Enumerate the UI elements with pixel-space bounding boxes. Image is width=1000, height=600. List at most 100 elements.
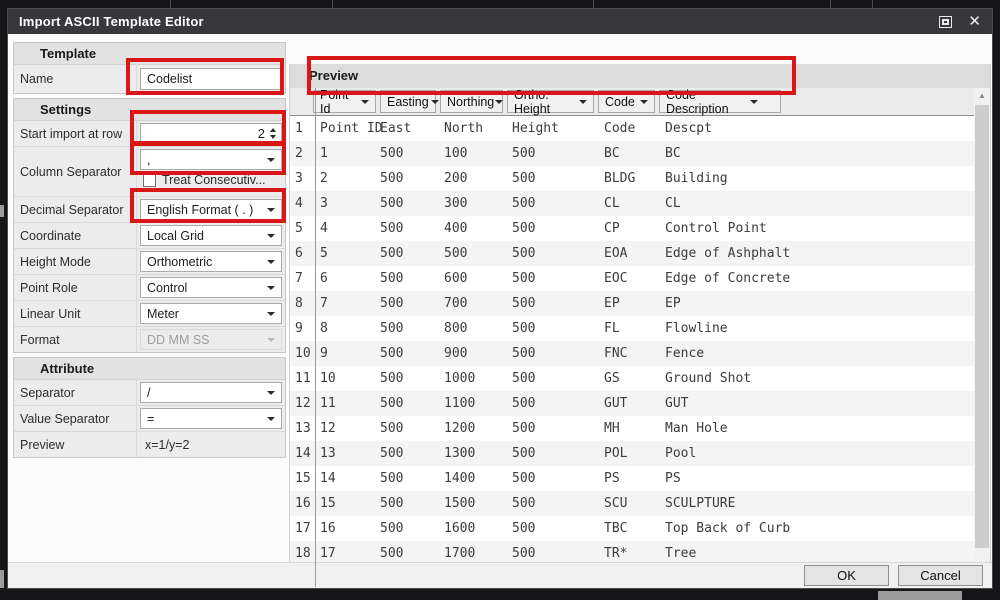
attribute-separator-label: Separator xyxy=(14,380,137,405)
cell-ortho-height: Height xyxy=(512,121,559,136)
dropdown-arrow-icon xyxy=(267,234,275,238)
cell-ortho-height: 500 xyxy=(512,396,536,411)
cell-code: EOA xyxy=(604,246,628,261)
cell-code: EP xyxy=(604,296,620,311)
cell-ortho-height: 500 xyxy=(512,321,536,336)
start-import-value: 2 xyxy=(257,126,265,141)
left-settings-panel: Template Name Settings Start import at r… xyxy=(13,42,286,462)
cell-code: CL xyxy=(604,196,620,211)
cell-point-id: Point ID xyxy=(320,121,383,136)
preview-table-row: 13 12 500 1200 500 MH Man Hole xyxy=(290,416,975,441)
format-label: Format xyxy=(14,327,137,352)
cell-code: TR* xyxy=(604,546,628,561)
cell-easting: 500 xyxy=(380,396,404,411)
row-number: 16 xyxy=(295,496,311,511)
dialog-titlebar[interactable]: Import ASCII Template Editor ✕ xyxy=(8,9,992,34)
column-label: Code Description xyxy=(666,87,729,116)
value-separator-dropdown[interactable]: = xyxy=(140,408,282,429)
treat-consecutive-checkbox[interactable] xyxy=(143,173,156,187)
template-name-input[interactable] xyxy=(140,68,282,90)
spinner-down-icon[interactable] xyxy=(270,135,276,139)
cell-easting: 500 xyxy=(380,371,404,386)
column-dropdown-code-description[interactable]: Code Description xyxy=(659,87,781,116)
column-dropdown-ortho-height[interactable]: Ortho. Height xyxy=(507,88,594,116)
start-import-label: Start import at row xyxy=(14,121,137,146)
cell-code: BC xyxy=(604,146,620,161)
cell-ortho-height: 500 xyxy=(512,271,536,286)
cell-point-id: 4 xyxy=(320,221,328,236)
cell-ortho-height: 500 xyxy=(512,371,536,386)
cell-northing: 1500 xyxy=(444,496,476,511)
cell-code: SCU xyxy=(604,496,628,511)
format-row: Format DD MM SS xyxy=(14,327,285,352)
attribute-separator-dropdown[interactable]: / xyxy=(140,382,282,403)
cell-ortho-height: 500 xyxy=(512,471,536,486)
cell-ortho-height: 500 xyxy=(512,221,536,236)
point-role-value: Control xyxy=(147,280,188,295)
attribute-separator-value: / xyxy=(147,385,151,400)
dropdown-arrow-icon xyxy=(267,260,275,264)
cell-easting: 500 xyxy=(380,221,404,236)
point-role-dropdown[interactable]: Control xyxy=(140,277,282,298)
start-import-row: Start import at row 2 xyxy=(14,121,285,147)
treat-consecutive-label: Treat Consecutiv... xyxy=(162,173,266,187)
linear-unit-dropdown[interactable]: Meter xyxy=(140,303,282,324)
cancel-button[interactable]: Cancel xyxy=(898,565,983,586)
dialog-body: Template Name Settings Start import at r… xyxy=(8,34,992,588)
cell-northing: North xyxy=(444,121,484,136)
column-dropdown-northing[interactable]: Northing xyxy=(440,90,504,113)
cell-code-description: Edge of Concrete xyxy=(665,271,791,286)
value-separator-row: Value Separator = xyxy=(14,406,285,432)
dropdown-arrow-icon xyxy=(430,99,439,104)
cell-ortho-height: 500 xyxy=(512,246,536,261)
close-icon[interactable]: ✕ xyxy=(968,12,981,30)
point-role-row: Point Role Control xyxy=(14,275,285,301)
cell-point-id: 8 xyxy=(320,321,328,336)
row-number: 10 xyxy=(295,346,311,361)
dropdown-arrow-icon xyxy=(267,208,275,212)
cell-code-description: BC xyxy=(665,146,681,161)
cell-northing: 100 xyxy=(444,146,468,161)
value-separator-value: = xyxy=(147,411,155,426)
preview-panel-header: Preview xyxy=(290,64,990,88)
cell-point-id: 7 xyxy=(320,296,328,311)
decimal-separator-dropdown[interactable]: English Format ( . ) xyxy=(140,199,282,220)
cell-northing: 1000 xyxy=(444,371,476,386)
cell-northing: 1200 xyxy=(444,421,476,436)
scrollbar-thumb[interactable] xyxy=(975,105,989,548)
attribute-preview-value: x=1/y=2 xyxy=(145,437,190,452)
column-dropdown-code[interactable]: Code xyxy=(598,90,655,113)
column-dropdown-point-id[interactable]: Point Id xyxy=(313,88,376,116)
cell-code: TBC xyxy=(604,521,628,536)
ok-button[interactable]: OK xyxy=(804,565,889,586)
column-dropdown-easting[interactable]: Easting xyxy=(380,90,439,113)
scroll-up-icon[interactable]: ▲ xyxy=(978,91,986,100)
template-group-header: Template xyxy=(14,43,285,65)
height-mode-dropdown[interactable]: Orthometric xyxy=(140,251,282,272)
decimal-separator-value: English Format ( . ) xyxy=(147,202,254,217)
vertical-scrollbar[interactable]: ▲ ▼ xyxy=(974,88,990,587)
background-app-divider xyxy=(872,0,873,8)
row-number: 12 xyxy=(295,396,311,411)
row-number: 5 xyxy=(295,221,303,236)
preview-table-body: 1 Point ID East North Height Code Descpt… xyxy=(290,116,975,587)
import-ascii-template-editor-dialog: Import ASCII Template Editor ✕ Template … xyxy=(7,8,993,589)
start-import-spinner[interactable]: 2 xyxy=(140,123,282,144)
attribute-separator-row: Separator / xyxy=(14,380,285,406)
cell-code-description: CL xyxy=(665,196,681,211)
format-value: DD MM SS xyxy=(147,332,210,347)
spinner-up-icon[interactable] xyxy=(270,128,276,132)
background-app-divider xyxy=(332,0,333,8)
restore-icon[interactable] xyxy=(939,15,953,28)
cell-point-id: 6 xyxy=(320,271,328,286)
background-app-divider xyxy=(830,0,831,8)
linear-unit-row: Linear Unit Meter xyxy=(14,301,285,327)
row-number-divider xyxy=(315,88,316,587)
preview-table-row: 7 6 500 600 500 EOC Edge of Concrete xyxy=(290,266,975,291)
decimal-separator-row: Decimal Separator English Format ( . ) xyxy=(14,197,285,223)
column-separator-dropdown[interactable]: , xyxy=(140,149,282,170)
preview-table-row: 8 7 500 700 500 EP EP xyxy=(290,291,975,316)
cell-easting: East xyxy=(380,121,412,136)
cell-easting: 500 xyxy=(380,446,404,461)
coordinate-dropdown[interactable]: Local Grid xyxy=(140,225,282,246)
